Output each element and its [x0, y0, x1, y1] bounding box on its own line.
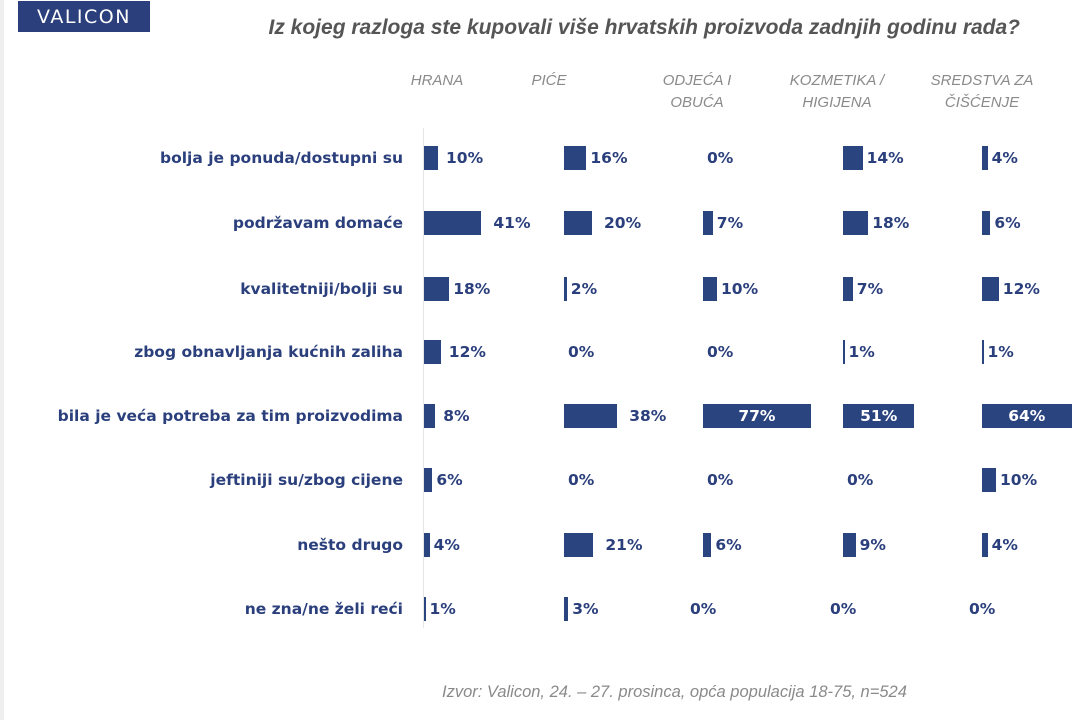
- data-label: 0%: [707, 471, 734, 489]
- bar: [982, 211, 991, 235]
- data-label: 0%: [830, 600, 857, 618]
- column-header-line: HRANA: [410, 72, 464, 89]
- bar: [424, 404, 436, 428]
- category-label: kvalitetniji/bolji su: [240, 280, 403, 298]
- data-label: 1%: [429, 600, 456, 618]
- bar: [424, 340, 441, 364]
- data-label: 10%: [721, 280, 759, 298]
- data-label: 10%: [446, 149, 484, 167]
- data-label: 0%: [568, 343, 595, 361]
- bar: [982, 277, 999, 301]
- bar: [564, 277, 567, 301]
- data-label: 1%: [848, 343, 875, 361]
- data-label: 0%: [707, 149, 734, 167]
- bar: [843, 404, 915, 428]
- bar: [564, 211, 592, 235]
- bar: [564, 533, 594, 557]
- data-label: 12%: [1002, 280, 1040, 298]
- data-label: 64%: [1008, 407, 1046, 425]
- category-label: zbog obnavljanja kućnih zaliha: [134, 343, 403, 361]
- data-label: 21%: [605, 536, 643, 554]
- bar: [424, 277, 450, 301]
- bar: [424, 597, 426, 621]
- bar: [843, 533, 856, 557]
- data-label: 7%: [856, 280, 884, 298]
- data-label: 8%: [443, 407, 470, 425]
- data-label: 4%: [991, 536, 1018, 554]
- data-label: 18%: [453, 280, 491, 298]
- bar: [843, 277, 853, 301]
- category-label: nešto drugo: [297, 536, 403, 554]
- left-border: [0, 0, 4, 720]
- bar: [424, 146, 438, 170]
- axis-line: [423, 128, 424, 628]
- bar: [564, 404, 618, 428]
- data-label: 3%: [572, 600, 599, 618]
- column-header-line: HIGIJENA: [802, 94, 872, 111]
- data-label: 0%: [969, 600, 996, 618]
- bar: [982, 146, 988, 170]
- data-label: 0%: [847, 471, 874, 489]
- data-label: 0%: [690, 600, 717, 618]
- data-label: 12%: [448, 343, 486, 361]
- data-label: 9%: [859, 536, 886, 554]
- bar: [982, 533, 988, 557]
- column-header: ODJEĆA I OBUĆA: [627, 70, 767, 114]
- category-label: bila je veća potreba za tim proizvodima: [57, 407, 403, 425]
- data-label: 77%: [738, 407, 776, 425]
- category-label: jeftiniji su/zbog cijene: [210, 471, 403, 489]
- data-label: 2%: [570, 280, 598, 298]
- chart-title: Iz kojeg razloga ste kupovali više hrvat…: [268, 16, 1021, 39]
- bar: [424, 533, 430, 557]
- data-label: 4%: [433, 536, 460, 554]
- data-label: 0%: [568, 471, 595, 489]
- data-label: 20%: [604, 214, 642, 232]
- column-header-line: ODJEĆA I: [662, 72, 732, 89]
- category-label: podržavam domaće: [232, 214, 403, 232]
- data-label: 6%: [994, 214, 1021, 232]
- column-header-line: PIĆE: [531, 72, 567, 89]
- bar: [843, 146, 863, 170]
- column-header: HRANA: [367, 70, 507, 92]
- column-header: SREDSTVA ZA ČIŠĆENJE: [912, 70, 1052, 114]
- column-header-line: SREDSTVA ZA: [930, 72, 1034, 89]
- data-label: 16%: [590, 149, 628, 167]
- bar: [843, 211, 869, 235]
- bar: [843, 340, 845, 364]
- bar: [982, 468, 996, 492]
- bar: [564, 146, 587, 170]
- column-header: PIĆE: [479, 70, 619, 92]
- data-label: 41%: [493, 214, 531, 232]
- column-header-line: OBUĆA: [670, 94, 724, 111]
- bar: [982, 404, 1072, 428]
- bar: [703, 211, 713, 235]
- data-label: 6%: [715, 536, 742, 554]
- data-label: 18%: [872, 214, 910, 232]
- valicon-logo: VALICON: [18, 1, 150, 32]
- bar: [703, 533, 712, 557]
- column-header-line: ČIŠĆENJE: [944, 94, 1020, 111]
- data-label: 14%: [866, 149, 904, 167]
- column-header: KOZMETIKA / HIGIJENA: [767, 70, 907, 114]
- bar: [564, 597, 569, 621]
- bar: [424, 468, 433, 492]
- bar: [703, 277, 717, 301]
- bar: [982, 340, 984, 364]
- bar: [424, 211, 482, 235]
- category-label: bolja je ponuda/dostupni su: [160, 149, 403, 167]
- category-label: ne zna/ne želi reći: [244, 600, 403, 618]
- data-label: 10%: [1000, 471, 1038, 489]
- column-header-line: KOZMETIKA /: [789, 72, 885, 89]
- data-label: 0%: [707, 343, 734, 361]
- data-label: 6%: [436, 471, 463, 489]
- bar: [703, 404, 811, 428]
- data-label: 1%: [987, 343, 1014, 361]
- source-note: Izvor: Valicon, 24. – 27. prosinca, opća…: [442, 683, 907, 701]
- data-label: 38%: [629, 407, 667, 425]
- data-label: 7%: [716, 214, 744, 232]
- data-label: 4%: [991, 149, 1018, 167]
- data-label: 51%: [860, 407, 898, 425]
